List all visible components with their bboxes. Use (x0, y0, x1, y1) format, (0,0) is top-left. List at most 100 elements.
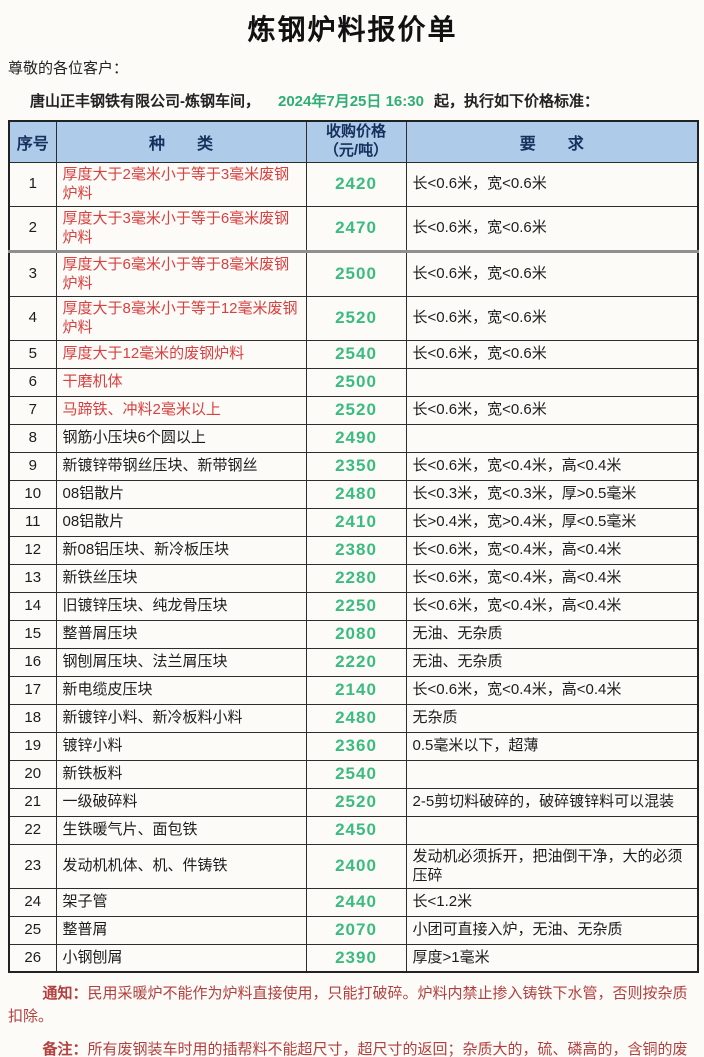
table-row: 19 镀锌小料 2360 0.5毫米以下，超薄 (8, 731, 699, 761)
row-requirement: 长<1.2米 (405, 887, 699, 917)
row-purchase-price: 2440 (305, 887, 407, 917)
table-row: 9 新镀锌带钢丝压块、新带钢丝 2350 长<0.6米，宽<0.4米，高<0.4… (8, 451, 699, 481)
row-requirement: 长<0.6米，宽<0.6米 (405, 295, 699, 341)
row-purchase-price: 2500 (305, 367, 407, 397)
row-requirement: 长<0.6米，宽<0.6米 (405, 339, 699, 369)
row-material-kind: 厚度大于2毫米小于等于3毫米废钢炉料 (55, 161, 307, 207)
table-row: 8 钢筋小压块6个圆以上 2490 (8, 423, 699, 453)
row-material-kind: 整普屑压块 (55, 619, 307, 649)
table-header-row: 序号 种 类 收购价格 （元/吨） 要 求 (8, 120, 699, 163)
row-material-kind: 厚度大于12毫米的废钢炉料 (55, 339, 307, 369)
row-material-kind: 新镀锌小料、新冷板料小料 (55, 703, 307, 733)
table-row: 20 新铁板料 2540 (8, 759, 699, 789)
row-material-kind: 整普屑 (55, 915, 307, 945)
row-purchase-price: 2080 (305, 619, 407, 649)
row-purchase-price: 2540 (305, 339, 407, 369)
row-material-kind: 新铁板料 (55, 759, 307, 789)
row-index: 9 (8, 451, 57, 481)
row-requirement (405, 815, 699, 845)
row-index: 2 (8, 205, 57, 252)
table-row: 22 生铁暖气片、面包铁 2450 (8, 815, 699, 845)
row-purchase-price: 2280 (305, 563, 407, 593)
row-requirement: 厚度>1毫米 (405, 943, 699, 973)
col-header-requirement: 要 求 (405, 120, 699, 163)
row-index: 4 (8, 295, 57, 341)
row-purchase-price: 2400 (305, 843, 407, 889)
table-row: 6 干磨机体 2500 (8, 367, 699, 397)
table-row: 12 新08铝压块、新冷板压块 2380 长<0.6米，宽<0.4米，高<0.4… (8, 535, 699, 565)
col-header-price: 收购价格 （元/吨） (305, 120, 407, 163)
remark-text: 所有废钢装车时用的插帮料不能超尺寸，超尺寸的返回；杂质大的，硫、磷高的，含铜的废… (87, 1041, 688, 1057)
row-index: 21 (8, 787, 57, 817)
row-purchase-price: 2140 (305, 675, 407, 705)
row-requirement: 0.5毫米以下，超薄 (405, 731, 699, 761)
row-material-kind: 新铁丝压块 (55, 563, 307, 593)
row-index: 7 (8, 395, 57, 425)
row-purchase-price: 2410 (305, 507, 407, 537)
remark-label: 备注： (42, 1041, 88, 1057)
table-row: 4 厚度大于8毫米小于等于12毫米废钢炉料 2520 长<0.6米，宽<0.6米 (8, 295, 699, 341)
row-requirement: 长<0.6米，宽<0.4米，高<0.4米 (405, 591, 699, 621)
row-requirement: 小团可直接入炉，无油、无杂质 (405, 915, 699, 945)
row-requirement: 长<0.6米，宽<0.4米，高<0.4米 (405, 535, 699, 565)
row-index: 5 (8, 339, 57, 369)
row-purchase-price: 2500 (305, 249, 407, 297)
row-purchase-price: 2350 (305, 451, 407, 481)
row-index: 22 (8, 815, 57, 845)
row-requirement: 2-5剪切料破碎的，破碎镀锌料可以混装 (405, 787, 699, 817)
row-purchase-price: 2490 (305, 423, 407, 453)
table-row: 2 厚度大于3毫米小于等于6毫米废钢炉料 2470 长<0.6米，宽<0.6米 (8, 205, 699, 252)
row-material-kind: 镀锌小料 (55, 731, 307, 761)
row-purchase-price: 2520 (305, 395, 407, 425)
row-material-kind: 旧镀锌压块、纯龙骨压块 (55, 591, 307, 621)
table-row: 15 整普屑压块 2080 无油、无杂质 (8, 619, 699, 649)
table-body: 1 厚度大于2毫米小于等于3毫米废钢炉料 2420 长<0.6米，宽<0.6米 … (8, 161, 699, 973)
row-index: 8 (8, 423, 57, 453)
row-requirement (405, 759, 699, 789)
row-index: 10 (8, 479, 57, 509)
row-purchase-price: 2220 (305, 647, 407, 677)
row-index: 26 (8, 943, 57, 973)
notice-note: 通知：民用采暖炉不能作为炉料直接使用，只能打破碎。炉料内禁止掺入铸铁下水管，否则… (8, 983, 695, 1028)
row-purchase-price: 2070 (305, 915, 407, 945)
row-requirement (405, 423, 699, 453)
row-index: 12 (8, 535, 57, 565)
row-purchase-price: 2480 (305, 703, 407, 733)
row-index: 6 (8, 367, 57, 397)
table-row: 24 架子管 2440 长<1.2米 (8, 887, 699, 917)
row-material-kind: 钢刨屑压块、法兰屑压块 (55, 647, 307, 677)
row-material-kind: 钢筋小压块6个圆以上 (55, 423, 307, 453)
row-index: 16 (8, 647, 57, 677)
row-index: 20 (8, 759, 57, 789)
row-material-kind: 新镀锌带钢丝压块、新带钢丝 (55, 451, 307, 481)
row-purchase-price: 2540 (305, 759, 407, 789)
row-requirement: 长>0.4米，宽>0.4米，厚<0.5毫米 (405, 507, 699, 537)
row-index: 19 (8, 731, 57, 761)
row-requirement: 长<0.6米，宽<0.6米 (405, 395, 699, 425)
page-title: 炼钢炉料报价单 (247, 14, 458, 45)
row-material-kind: 发动机机体、机、件铸铁 (55, 843, 307, 889)
table-row: 13 新铁丝压块 2280 长<0.6米，宽<0.4米，高<0.4米 (8, 563, 699, 593)
row-index: 17 (8, 675, 57, 705)
row-purchase-price: 2250 (305, 591, 407, 621)
row-material-kind: 架子管 (55, 887, 307, 917)
table-row: 23 发动机机体、机、件铸铁 2400 发动机必须拆开，把油倒干净，大的必须压碎 (8, 843, 699, 889)
col-header-kind: 种 类 (55, 120, 307, 163)
row-material-kind: 新电缆皮压块 (55, 675, 307, 705)
row-purchase-price: 2380 (305, 535, 407, 565)
row-requirement: 发动机必须拆开，把油倒干净，大的必须压碎 (405, 843, 699, 889)
row-index: 11 (8, 507, 57, 537)
table-row: 18 新镀锌小料、新冷板料小料 2480 无杂质 (8, 703, 699, 733)
row-purchase-price: 2520 (305, 787, 407, 817)
row-material-kind: 08铝散片 (55, 507, 307, 537)
intro-line: 唐山正丰钢铁有限公司-炼钢车间， 2024年7月25日 16:30 起，执行如下价格… (30, 90, 697, 111)
footer-notes: 通知：民用采暖炉不能作为炉料直接使用，只能打破碎。炉料内禁止掺入铸铁下水管，否则… (8, 983, 695, 1057)
col-header-index: 序号 (8, 120, 57, 163)
row-requirement: 长<0.6米，宽<0.6米 (405, 161, 699, 207)
company-name: 唐山正丰钢铁有限公司-炼钢车间， (30, 93, 260, 110)
notice-label: 通知： (42, 985, 88, 1002)
row-requirement: 长<0.6米，宽<0.6米 (405, 249, 699, 297)
table-header: 序号 种 类 收购价格 （元/吨） 要 求 (8, 120, 699, 163)
row-material-kind: 马蹄铁、冲料2毫米以上 (55, 395, 307, 425)
